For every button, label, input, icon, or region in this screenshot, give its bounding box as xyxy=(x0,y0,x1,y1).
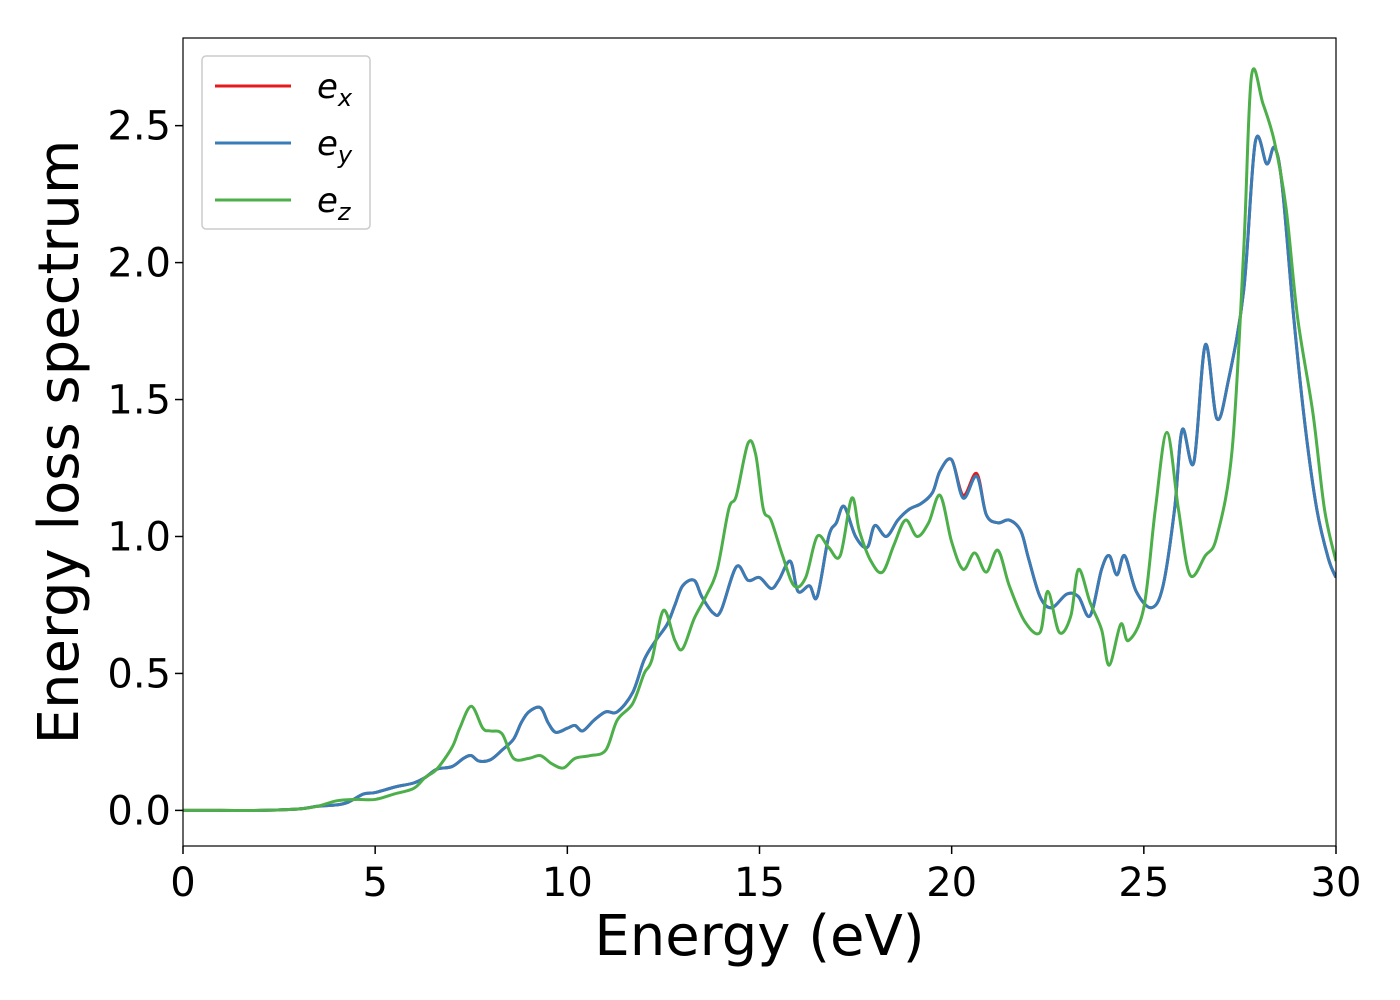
y-axis-title: Energy loss spectrum xyxy=(27,140,92,745)
x-tick-label: 10 xyxy=(542,860,593,906)
series-layer xyxy=(183,67,1336,812)
x-tick-label: 25 xyxy=(1118,860,1169,906)
x-axis-title: Energy (eV) xyxy=(594,904,924,969)
legend-label-x: ex xyxy=(317,67,353,112)
y-tick-label: 0.5 xyxy=(107,651,171,697)
x-tick-label: 20 xyxy=(926,860,977,906)
y-tick-label: 0.0 xyxy=(107,788,171,834)
y-tick-label: 2.0 xyxy=(107,241,171,287)
y-tick-label: 1.0 xyxy=(107,514,171,560)
x-tick-label: 5 xyxy=(362,860,387,906)
ticks-layer: 0 5 10 15 20 25 30 0.0 0.5 1.0 1.5 2.0 2.5 xyxy=(107,104,1361,906)
x-tick-label: 0 xyxy=(170,860,195,906)
x-tick-label: 15 xyxy=(734,860,785,906)
y-tick-label: 1.5 xyxy=(107,378,171,424)
x-tick-label: 30 xyxy=(1311,860,1362,906)
series-line-z xyxy=(183,67,1336,812)
y-tick-label: 2.5 xyxy=(107,104,171,150)
